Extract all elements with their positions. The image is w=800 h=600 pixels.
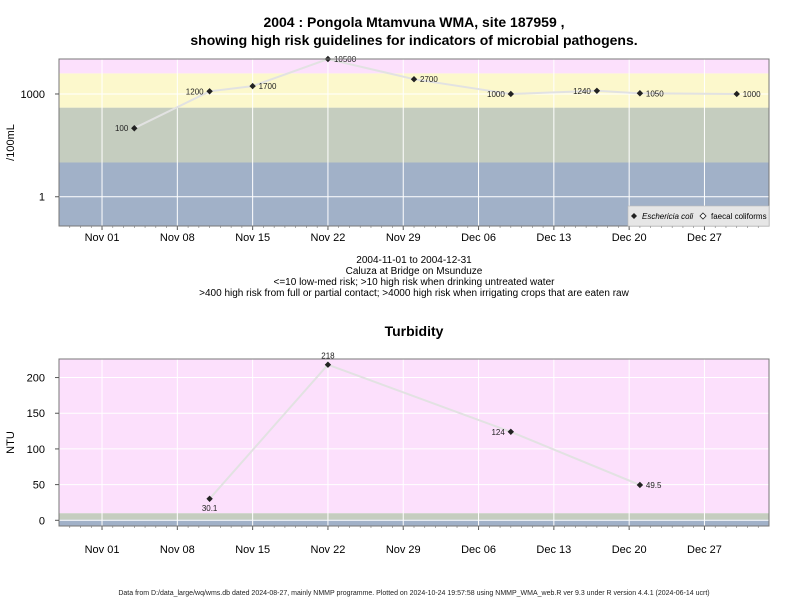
chart2-y-axis-label: NTU bbox=[5, 431, 17, 454]
c1-xtick-label-8: Dec 27 bbox=[687, 232, 722, 244]
c1-band-1 bbox=[59, 107, 769, 163]
c1-data-label: 1240 bbox=[573, 87, 591, 96]
c1-data-label: 2700 bbox=[420, 75, 438, 84]
c1-data-point bbox=[507, 90, 515, 98]
c1-xtick-label-7: Dec 20 bbox=[612, 232, 647, 244]
c1-data-label: 1050 bbox=[646, 89, 664, 98]
c1-band-3 bbox=[59, 59, 769, 74]
c2-data-label: 30.1 bbox=[202, 504, 218, 513]
chart1-grid bbox=[59, 59, 769, 226]
c2-band-1 bbox=[59, 513, 769, 520]
c2-xtick-label-3: Nov 22 bbox=[311, 544, 346, 556]
c2-data-point bbox=[507, 428, 515, 435]
c2-xtick-label-0: Nov 01 bbox=[85, 544, 120, 556]
c1-data-point bbox=[636, 90, 644, 97]
c2-xtick-label-8: Dec 27 bbox=[687, 544, 722, 556]
c2-data-point bbox=[636, 481, 644, 489]
c1-data-point bbox=[593, 87, 601, 94]
c2-ytick-label-2: 100 bbox=[27, 444, 45, 456]
c2-series-line-0 bbox=[208, 363, 641, 500]
c1-data-label: 1200 bbox=[186, 87, 204, 96]
chart1-site-name: Caluza at Bridge on Msunduze bbox=[346, 266, 483, 277]
c2-xtick-label-7: Dec 20 bbox=[612, 544, 647, 556]
chart2-bands bbox=[59, 359, 769, 526]
c1-xtick-label-1: Nov 08 bbox=[160, 232, 195, 244]
chart1-risk-bands bbox=[59, 59, 769, 226]
c1-xtick-label-5: Dec 06 bbox=[461, 232, 496, 244]
chart1-title-line2: showing high risk guidelines for indicat… bbox=[190, 32, 637, 48]
chart2-markers bbox=[206, 361, 644, 503]
chart2-title: Turbidity bbox=[385, 323, 444, 339]
chart2-series-line bbox=[208, 363, 641, 500]
c1-data-label: 100 bbox=[115, 124, 129, 133]
c1-xtick-label-6: Dec 13 bbox=[536, 232, 571, 244]
c1-data-label: 1700 bbox=[259, 82, 277, 91]
chart1-guideline-drinking: <=10 low-med risk; >10 high risk when dr… bbox=[274, 277, 556, 288]
c2-xtick-label-6: Dec 13 bbox=[536, 544, 571, 556]
footer-note: Data from D:/data_large/wq/wms.db dated … bbox=[118, 590, 709, 597]
c2-data-label: 49.5 bbox=[646, 481, 662, 490]
c2-ytick-label-0: 0 bbox=[39, 515, 45, 527]
c1-ytick-label-0: 1 bbox=[39, 192, 45, 204]
chart2-grid bbox=[59, 359, 769, 526]
c2-data-point bbox=[206, 495, 213, 503]
c2-xtick-label-5: Dec 06 bbox=[461, 544, 496, 556]
c1-data-point bbox=[131, 125, 138, 132]
c1-data-label: 1000 bbox=[743, 90, 761, 99]
chart2-data-labels: 30.1 218 124 49.5 bbox=[202, 352, 662, 513]
legend-faecal-marker bbox=[699, 212, 707, 220]
chart1-legend: Eschericia coli faecal coliforms bbox=[627, 205, 770, 227]
legend-ecoli-marker bbox=[631, 213, 637, 219]
c2-ytick-label-3: 150 bbox=[27, 408, 45, 420]
c2-xtick-label-2: Nov 15 bbox=[235, 544, 270, 556]
c1-data-label: 1000 bbox=[487, 90, 505, 99]
c2-ytick-label-1: 50 bbox=[33, 480, 45, 492]
c1-ytick-label-1: 1000 bbox=[21, 89, 45, 101]
chart1-guideline-contact: >400 high risk from full or partial cont… bbox=[199, 288, 629, 299]
c1-xtick-label-2: Nov 15 bbox=[235, 232, 270, 244]
chart1-axes: Nov 01 Nov 08 Nov 15 Nov 22 Nov 29 Dec 06 Dec … bbox=[21, 89, 759, 244]
legend-ecoli-label: Eschericia coli bbox=[642, 212, 693, 221]
c1-data-point bbox=[410, 76, 418, 83]
c2-data-label: 218 bbox=[321, 352, 335, 361]
c2-data-point bbox=[324, 361, 332, 368]
legend-faecal-label: faecal coliforms bbox=[711, 212, 767, 221]
c2-xtick-label-4: Nov 29 bbox=[386, 544, 421, 556]
chart2-axes: Nov 01 Nov 08 Nov 15 Nov 22 Nov 29 Dec 06 Dec … bbox=[27, 373, 759, 556]
chart1-y-axis-label: /100mL bbox=[5, 124, 17, 161]
chart1-title-line1: 2004 : Pongola Mtamvuna WMA, site 187959… bbox=[263, 14, 564, 30]
c2-band-0 bbox=[59, 519, 769, 526]
c1-xtick-label-0: Nov 01 bbox=[85, 232, 120, 244]
c2-xtick-label-1: Nov 08 bbox=[160, 544, 195, 556]
c1-data-point bbox=[206, 88, 213, 95]
c2-band-2 bbox=[59, 359, 769, 514]
c1-data-point bbox=[249, 82, 256, 90]
c1-xtick-label-3: Nov 22 bbox=[311, 232, 346, 244]
c2-ytick-label-4: 200 bbox=[27, 373, 45, 385]
chart1-date-range: 2004-11-01 to 2004-12-31 bbox=[356, 255, 472, 266]
c1-data-point bbox=[733, 90, 740, 98]
c1-xtick-label-4: Nov 29 bbox=[386, 232, 421, 244]
c2-data-label: 124 bbox=[491, 428, 505, 437]
